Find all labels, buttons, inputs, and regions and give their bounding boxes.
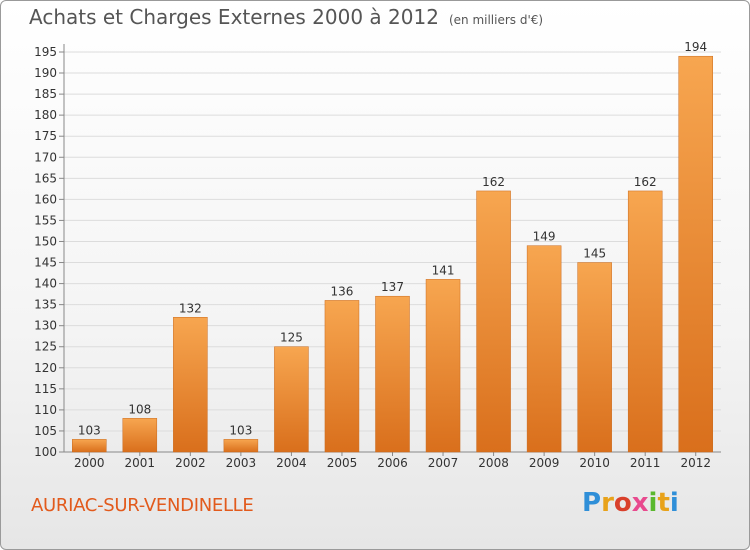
y-tick-label: 125	[34, 340, 57, 354]
data-label: 141	[432, 263, 455, 277]
y-tick-label: 175	[34, 129, 57, 143]
x-tick-label: 2011	[630, 456, 661, 470]
logo-letter: o	[614, 488, 632, 518]
logo-letter: r	[601, 488, 614, 518]
data-label: 162	[634, 175, 657, 189]
bar-2007	[426, 279, 460, 452]
proxiti-logo: Proxiti	[582, 488, 679, 518]
x-tick-label: 2004	[276, 456, 307, 470]
data-label: 103	[78, 423, 101, 437]
logo-letter: P	[582, 488, 601, 518]
data-label: 162	[482, 175, 505, 189]
bar-2005	[325, 300, 359, 452]
bar-2010	[578, 263, 612, 452]
x-tick-label: 2008	[478, 456, 509, 470]
y-tick-label: 100	[34, 445, 57, 459]
data-label: 108	[128, 402, 151, 416]
y-tick-label: 165	[34, 171, 57, 185]
data-label: 103	[229, 423, 252, 437]
bar-2003	[224, 439, 258, 452]
x-tick-label: 2012	[680, 456, 711, 470]
x-tick-label: 2003	[226, 456, 257, 470]
x-tick-label: 2005	[327, 456, 358, 470]
bar-2000	[72, 439, 106, 452]
y-tick-label: 150	[34, 234, 57, 248]
bar-2004	[274, 347, 308, 452]
bar-2001	[123, 418, 157, 452]
y-tick-label: 195	[34, 45, 57, 59]
y-tick-label: 120	[34, 361, 57, 375]
y-tick-label: 180	[34, 108, 57, 122]
data-label: 137	[381, 280, 404, 294]
bar-2012	[679, 56, 713, 452]
y-tick-label: 135	[34, 298, 57, 312]
data-label: 132	[179, 301, 202, 315]
logo-letter: x	[632, 488, 649, 518]
y-tick-label: 115	[34, 382, 57, 396]
bar-2008	[477, 191, 511, 452]
y-tick-label: 160	[34, 192, 57, 206]
y-tick-label: 145	[34, 256, 57, 270]
y-tick-label: 170	[34, 150, 57, 164]
x-tick-label: 2002	[175, 456, 206, 470]
x-tick-label: 2001	[125, 456, 156, 470]
bar-2002	[173, 317, 207, 452]
x-tick-label: 2010	[579, 456, 610, 470]
x-tick-label: 2000	[74, 456, 105, 470]
logo-letter: i	[670, 488, 679, 518]
y-tick-label: 130	[34, 319, 57, 333]
town-name: AURIAC-SUR-VENDINELLE	[31, 495, 253, 516]
y-tick-label: 190	[34, 66, 57, 80]
bar-2006	[376, 296, 410, 452]
data-label: 145	[583, 247, 606, 261]
x-tick-label: 2009	[529, 456, 560, 470]
bar-2009	[527, 246, 561, 452]
data-label: 136	[331, 284, 354, 298]
bar-2011	[628, 191, 662, 452]
x-tick-label: 2006	[377, 456, 408, 470]
y-tick-label: 185	[34, 87, 57, 101]
logo-letter: t	[657, 488, 669, 518]
data-label: 194	[684, 40, 707, 54]
y-tick-label: 140	[34, 277, 57, 291]
y-tick-label: 155	[34, 213, 57, 227]
x-tick-label: 2007	[428, 456, 459, 470]
y-tick-label: 105	[34, 424, 57, 438]
data-label: 149	[533, 230, 556, 244]
data-label: 125	[280, 331, 303, 345]
y-tick-label: 110	[34, 403, 57, 417]
